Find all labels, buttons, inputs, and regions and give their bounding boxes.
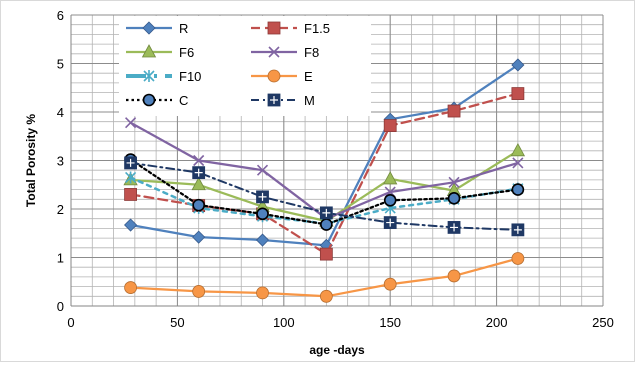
- legend-item-e: E: [251, 69, 313, 84]
- legend-label-f1-5: F1.5: [304, 21, 330, 36]
- legend-item-m: M: [251, 93, 315, 108]
- y-tick-label: 2: [57, 202, 64, 217]
- x-axis-title: age -days: [309, 343, 365, 357]
- legend-item-c: C: [126, 93, 188, 108]
- data-point-r: [511, 58, 525, 72]
- data-point-f1-5: [124, 188, 137, 201]
- data-point-f8: [256, 164, 269, 176]
- y-tick-label: 6: [57, 8, 64, 23]
- data-point-c: [256, 207, 269, 221]
- data-point-f8: [448, 176, 460, 188]
- y-tick-label: 0: [57, 299, 64, 314]
- series-layer: [123, 58, 526, 303]
- series-m: [124, 156, 525, 237]
- data-point-e: [511, 252, 525, 265]
- data-point-f8: [512, 157, 524, 169]
- x-tick-label: 200: [486, 315, 508, 330]
- data-point-e: [383, 277, 397, 291]
- y-tick-label: 3: [57, 154, 64, 169]
- data-point-f1-5: [319, 247, 333, 261]
- legend-marker-f6: [141, 44, 157, 58]
- legend-marker-f1-5: [267, 21, 281, 35]
- legend-label-e: E: [304, 69, 313, 84]
- y-tick-label: 5: [57, 57, 64, 72]
- data-point-e: [124, 281, 137, 294]
- data-point-e: [447, 269, 461, 283]
- data-point-m-plus: [126, 158, 135, 167]
- legend-item-f1-5: F1.5: [251, 21, 330, 36]
- data-point-c: [383, 193, 397, 207]
- legend-item-r: R: [126, 21, 188, 36]
- data-point-m-plus: [450, 223, 459, 232]
- data-point-e: [319, 289, 333, 303]
- legend-label-m: M: [304, 93, 315, 108]
- data-point-f1-5: [447, 104, 461, 118]
- data-point-f1-5: [383, 119, 397, 132]
- data-point-m-plus: [386, 218, 395, 227]
- data-point-m-plus: [258, 192, 267, 201]
- legend-item-f6: F6: [126, 44, 194, 60]
- legend: R F1.5 F6 F8 F10 E C M: [119, 16, 371, 116]
- x-tick-label: 150: [379, 315, 401, 330]
- legend-marker-c: [142, 93, 156, 107]
- x-tick-label: 50: [170, 315, 184, 330]
- legend-marker-e: [267, 69, 281, 83]
- legend-label-c: C: [179, 93, 188, 108]
- y-tick-label: 1: [57, 251, 64, 266]
- y-axis-title: Total Porosity %: [24, 114, 38, 207]
- data-point-m-plus: [513, 225, 522, 234]
- legend-box: [119, 16, 371, 116]
- data-point-f8: [125, 117, 137, 129]
- legend-marker-f10: [143, 70, 155, 82]
- data-point-m-plus: [322, 208, 331, 217]
- legend-marker-m-plus: [270, 96, 278, 104]
- data-point-r: [124, 218, 138, 232]
- axis-layer: 0 50 100 150 200 250 0 1 2 3 4 5 6: [57, 8, 614, 330]
- data-point-f6: [383, 171, 398, 185]
- data-point-c: [511, 183, 525, 196]
- x-tick-label: 100: [273, 315, 295, 330]
- x-tick-label: 250: [592, 315, 614, 330]
- data-point-f8: [193, 154, 205, 167]
- legend-item-f8: F8: [251, 45, 319, 60]
- data-point-c: [192, 198, 205, 212]
- legend-label-r: R: [179, 21, 188, 36]
- data-point-c: [320, 218, 333, 231]
- data-point-f1-5: [511, 87, 525, 100]
- legend-marker-f8: [268, 46, 280, 58]
- data-point-f10: [125, 171, 137, 184]
- data-point-f6: [191, 176, 206, 191]
- legend-item-f10: F10: [126, 69, 201, 84]
- data-point-m-plus: [194, 168, 203, 177]
- legend-label-f6: F6: [179, 45, 194, 60]
- data-point-e: [256, 286, 269, 300]
- data-point-r: [192, 230, 206, 244]
- data-point-c: [447, 192, 461, 205]
- legend-label-f10: F10: [179, 69, 201, 84]
- legend-label-f8: F8: [304, 45, 319, 60]
- data-point-f6: [510, 142, 526, 157]
- series-e: [124, 252, 525, 303]
- data-point-r: [255, 233, 270, 247]
- x-tick-label: 0: [67, 315, 74, 330]
- legend-marker-r: [142, 21, 156, 35]
- series-c: [124, 153, 525, 231]
- data-point-e: [192, 285, 206, 298]
- y-tick-label: 4: [57, 105, 64, 120]
